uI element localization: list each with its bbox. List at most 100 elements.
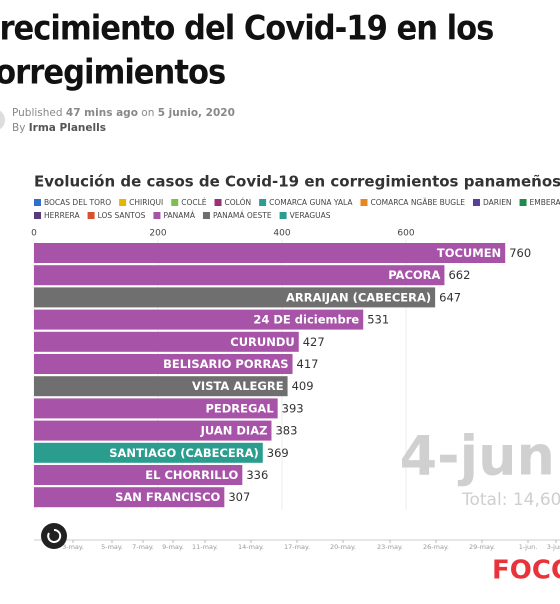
legend-label: DARIEN: [483, 198, 512, 207]
bar-label: 24 DE diciembre: [253, 313, 359, 327]
avatar: [0, 110, 5, 130]
legend-swatch: [202, 212, 210, 219]
x-tick-label: 200: [149, 229, 166, 239]
bar: [34, 398, 278, 419]
x-tick-label: 400: [273, 229, 290, 239]
legend-swatch: [519, 199, 527, 206]
meta-text: on: [141, 107, 154, 119]
value-label: 531: [367, 313, 389, 327]
timeline-label: 3-may.: [62, 543, 84, 551]
legend-label: LOS SANTOS: [98, 211, 146, 220]
legend-label: VERAGUAS: [290, 211, 331, 220]
x-tick-label: 600: [397, 229, 414, 239]
bar-label: BELISARIO PORRAS: [163, 357, 288, 371]
timeline-label: 7-may.: [132, 543, 154, 551]
legend: BOCAS DEL TORO CHIRIQUI COCLÉ COLÓN COMARCA …: [34, 198, 560, 220]
timeline-label: 23-may.: [377, 543, 403, 551]
legend-label: CHIRIQUI: [129, 198, 163, 207]
timeline-label: 20-may.: [330, 543, 356, 551]
bar-label: SAN FRANCISCO: [115, 490, 220, 504]
bar: [34, 442, 263, 463]
legend-label: HERRERA: [44, 211, 80, 220]
bar: [34, 354, 293, 374]
value-label: 383: [275, 424, 297, 438]
legend-label: PANAMÁ OESTE: [213, 211, 272, 220]
meta-text: By: [12, 122, 25, 134]
bar: [34, 331, 299, 352]
bar: [34, 287, 436, 308]
legend-swatch: [34, 199, 41, 206]
total: Total: 14,60: [461, 490, 560, 510]
bar-label: SANTIAGO (CABECERA): [109, 446, 259, 460]
bar-label: PACORA: [388, 268, 440, 282]
timeline-label: 9-may.: [162, 543, 184, 551]
bar: [34, 465, 243, 485]
meta-author[interactable]: Irma Planells: [29, 122, 106, 134]
meta: Published 47 mins ago on 5 junio, 2020: [12, 107, 235, 119]
legend-swatch: [473, 199, 480, 206]
value-label: 409: [292, 379, 314, 393]
current-date: 4-jun: [400, 425, 555, 488]
bar: [34, 243, 506, 263]
timeline-label: 29-may.: [469, 543, 495, 551]
timeline-label: 1-jun.: [519, 543, 538, 551]
legend-swatch: [171, 199, 179, 206]
legend-swatch: [259, 199, 267, 206]
legend-swatch: [279, 212, 287, 219]
legend-label: PANAMÁ: [163, 211, 195, 220]
logo: FOCO: [492, 556, 560, 586]
chart-title: Evolución de casos de Covid-19 en correg…: [34, 173, 560, 191]
plot: 0 200 400 600 TOCUMEN 760 PACORA 662 ARRAIJAN (C…: [31, 229, 531, 510]
replay-button[interactable]: [41, 523, 67, 549]
bar: [34, 265, 445, 286]
bar-label: PEDREGAL: [205, 401, 274, 415]
legend-label: EMBERA WOUNAAN: [530, 198, 560, 207]
timeline-label: 14-may.: [238, 543, 264, 551]
bar-label: CURUNDU: [230, 335, 294, 349]
bar: [34, 309, 364, 330]
value-label: 427: [303, 335, 325, 349]
value-label: 307: [228, 490, 250, 504]
legend-label: COCLÉ: [181, 198, 207, 207]
bar-label: TOCUMEN: [437, 246, 501, 260]
meta: By Irma Planells: [12, 122, 106, 134]
meta-date: 5 junio, 2020: [158, 107, 235, 119]
legend-swatch: [153, 212, 161, 219]
bar: [34, 487, 225, 508]
value-label: 336: [246, 468, 268, 482]
meta-text: Published: [12, 107, 63, 119]
legend-label: COMARCA NGÄBE BUGLE: [370, 198, 465, 207]
timeline: 3-may. 5-may. 7-may. 9-may. 11-may. 14-may. 17…: [62, 540, 560, 551]
timeline-label: 3-jun.: [547, 543, 560, 551]
legend-swatch: [360, 199, 368, 206]
meta-age: 47 mins ago: [66, 107, 138, 119]
legend-label: COMARCA GUNA YALA: [269, 198, 353, 207]
headline: Crecimiento del Covid-19 en los: [0, 9, 493, 49]
timeline-label: 11-may.: [192, 543, 218, 551]
bar: [34, 420, 272, 441]
bar-label: JUAN DIAZ: [200, 424, 268, 438]
headline: corregimientos: [0, 53, 225, 93]
timeline-label: 17-may.: [284, 543, 310, 551]
value-label: 647: [439, 290, 461, 304]
value-label: 369: [267, 446, 289, 460]
replay-icon: [47, 528, 62, 543]
x-tick-label: 0: [31, 229, 37, 239]
bar-label: VISTA ALEGRE: [192, 379, 284, 393]
timeline-label: 26-may.: [423, 543, 449, 551]
value-label: 662: [448, 268, 470, 282]
value-label: 393: [282, 401, 304, 415]
bar-label: EL CHORRILLO: [145, 468, 238, 482]
legend-swatch: [34, 212, 41, 219]
timeline-label: 5-may.: [101, 543, 123, 551]
value-label: 417: [297, 357, 319, 371]
value-label: 760: [509, 246, 531, 260]
legend-swatch: [214, 199, 222, 206]
legend-swatch: [119, 199, 127, 206]
legend-label: BOCAS DEL TORO: [44, 198, 111, 207]
legend-label: COLÓN: [225, 198, 252, 207]
bar: [34, 376, 288, 397]
bar-label: ARRAIJAN (CABECERA): [286, 290, 431, 304]
